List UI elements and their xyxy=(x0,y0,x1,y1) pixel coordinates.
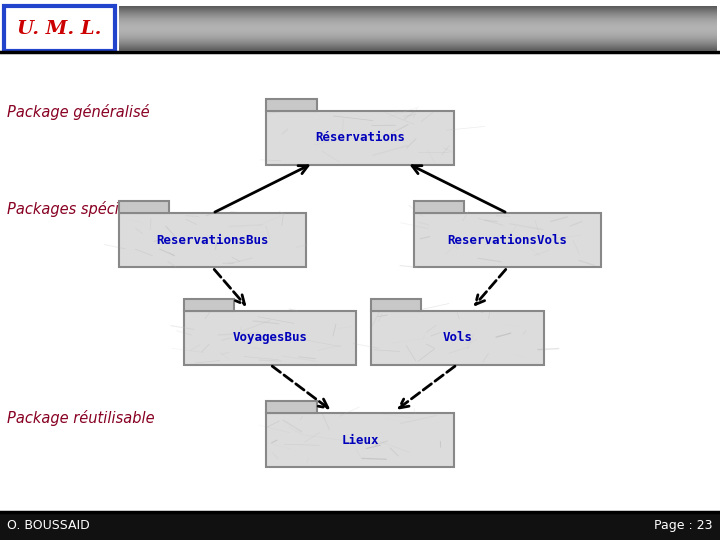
Text: ReservationsVols: ReservationsVols xyxy=(448,234,567,247)
Text: U. M. L.: U. M. L. xyxy=(17,19,102,38)
Text: ReservationsBus: ReservationsBus xyxy=(156,234,269,247)
Text: O. BOUSSAID: O. BOUSSAID xyxy=(7,519,90,532)
Bar xyxy=(4,6,115,51)
Bar xyxy=(184,299,234,310)
Text: VoyagesBus: VoyagesBus xyxy=(233,331,307,344)
Text: Packages spécialisés: Packages spécialisés xyxy=(7,201,161,217)
Text: Réservations: Réservations xyxy=(315,131,405,144)
Bar xyxy=(266,111,454,165)
Bar xyxy=(119,213,306,267)
Bar xyxy=(184,310,356,365)
Bar xyxy=(266,401,317,413)
Bar xyxy=(266,413,454,467)
Bar xyxy=(371,299,421,310)
Bar xyxy=(119,201,169,213)
Bar xyxy=(414,213,601,267)
Text: Modélisation en UML : Diagramme des classes: Modélisation en UML : Diagramme des clas… xyxy=(145,18,690,39)
Bar xyxy=(266,99,317,111)
Text: Page : 23: Page : 23 xyxy=(654,519,713,532)
Bar xyxy=(371,310,544,365)
Bar xyxy=(0,512,720,540)
Text: Vols: Vols xyxy=(442,331,472,344)
Text: Package généralisé: Package généralisé xyxy=(7,104,150,120)
Text: Lieux: Lieux xyxy=(341,434,379,447)
Text: Package réutilisable: Package réutilisable xyxy=(7,410,155,427)
Bar xyxy=(414,201,464,213)
